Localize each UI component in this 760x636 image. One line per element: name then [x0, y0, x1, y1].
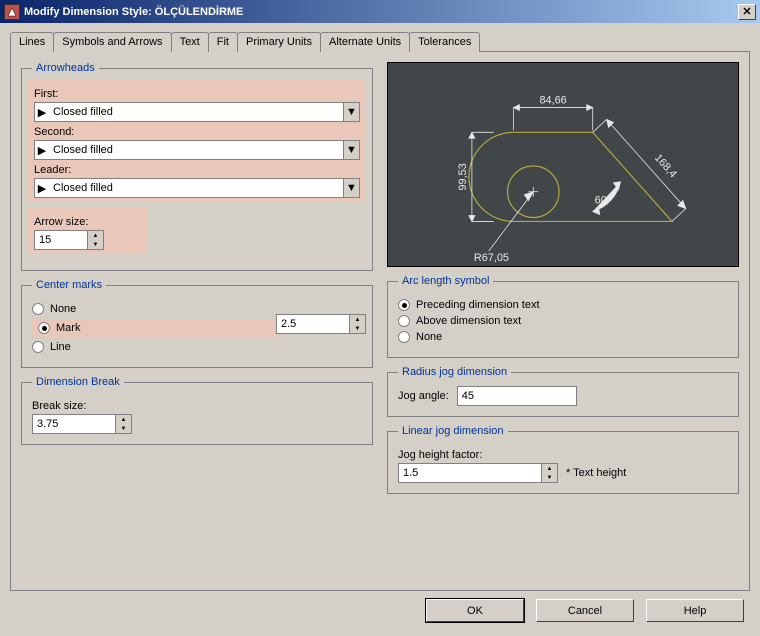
label-leader: Leader: — [34, 164, 360, 176]
label-first: First: — [34, 88, 360, 100]
group-linear-jog: Linear jog dimension Jog height factor: … — [387, 425, 739, 494]
spin-down-icon[interactable]: ▼ — [542, 473, 557, 482]
legend-center-marks: Center marks — [32, 279, 106, 291]
spin-up-icon[interactable]: ▲ — [350, 315, 365, 324]
combo-leader-arrowhead[interactable]: ▶ Closed filled ▼ — [34, 178, 360, 198]
radio-center-line[interactable]: Line — [32, 341, 280, 353]
spin-down-icon[interactable]: ▼ — [88, 240, 103, 249]
help-button[interactable]: Help — [646, 599, 744, 622]
chevron-down-icon: ▼ — [343, 179, 359, 197]
label-arrow-size: Arrow size: — [34, 216, 142, 228]
group-center-marks: Center marks None Mark — [21, 279, 373, 368]
legend-dimension-break: Dimension Break — [32, 376, 124, 388]
tab-panel: Arrowheads First: ▶ Closed filled ▼ Seco… — [10, 51, 750, 591]
title-bar: Modify Dimension Style: ÖLÇÜLENDİRME ✕ — [0, 0, 760, 23]
legend-radius-jog: Radius jog dimension — [398, 366, 511, 378]
legend-linear-jog: Linear jog dimension — [398, 425, 508, 437]
tab-primary-units[interactable]: Primary Units — [237, 32, 321, 52]
spinner-jog-height[interactable]: 1.5 ▲▼ — [398, 463, 558, 483]
break-size-value: 3.75 — [33, 415, 115, 433]
radio-label-none: None — [50, 303, 76, 315]
group-arc-length: Arc length symbol Preceding dimension te… — [387, 275, 739, 358]
svg-text:60°: 60° — [595, 195, 611, 207]
jog-height-value: 1.5 — [399, 464, 541, 482]
closed-filled-icon: ▶ — [35, 106, 49, 119]
tab-text[interactable]: Text — [171, 32, 209, 52]
spinner-break-size[interactable]: 3.75 ▲▼ — [32, 414, 132, 434]
radio-arc-none[interactable]: None — [398, 331, 728, 343]
chevron-down-icon: ▼ — [343, 103, 359, 121]
tab-strip: Lines Symbols and Arrows Text Fit Primar… — [10, 32, 750, 52]
spin-up-icon[interactable]: ▲ — [88, 231, 103, 240]
spin-up-icon[interactable]: ▲ — [542, 464, 557, 473]
radio-arc-preceding[interactable]: Preceding dimension text — [398, 299, 728, 311]
label-second: Second: — [34, 126, 360, 138]
label-text-height-suffix: * Text height — [566, 467, 626, 479]
tab-tolerances[interactable]: Tolerances — [409, 32, 480, 52]
svg-text:84,66: 84,66 — [539, 95, 566, 107]
combo-second-value: Closed filled — [49, 144, 343, 156]
group-radius-jog: Radius jog dimension Jog angle: 45 — [387, 366, 739, 417]
radio-label-above: Above dimension text — [416, 315, 521, 327]
close-button[interactable]: ✕ — [738, 4, 756, 20]
legend-arrowheads: Arrowheads — [32, 62, 99, 74]
arrow-size-value: 15 — [35, 231, 87, 249]
radio-label-arc-none: None — [416, 331, 442, 343]
radio-arc-above[interactable]: Above dimension text — [398, 315, 728, 327]
label-jog-angle: Jog angle: — [398, 390, 449, 402]
spinner-arrow-size[interactable]: 15 ▲▼ — [34, 230, 104, 250]
combo-first-arrowhead[interactable]: ▶ Closed filled ▼ — [34, 102, 360, 122]
radio-center-mark[interactable]: Mark — [32, 319, 280, 337]
label-break-size: Break size: — [32, 400, 362, 412]
closed-filled-icon: ▶ — [35, 182, 49, 195]
app-icon — [4, 4, 20, 20]
dimension-preview: 84,66 99,53 R67,05 — [387, 62, 739, 267]
spin-down-icon[interactable]: ▼ — [350, 324, 365, 333]
group-arrowheads: Arrowheads First: ▶ Closed filled ▼ Seco… — [21, 62, 373, 271]
group-dimension-break: Dimension Break Break size: 3.75 ▲▼ — [21, 376, 373, 445]
tab-lines[interactable]: Lines — [10, 32, 54, 52]
cancel-button[interactable]: Cancel — [536, 599, 634, 622]
svg-text:168,4: 168,4 — [652, 152, 679, 180]
spin-down-icon[interactable]: ▼ — [116, 424, 131, 433]
radio-center-none[interactable]: None — [32, 303, 280, 315]
combo-second-arrowhead[interactable]: ▶ Closed filled ▼ — [34, 140, 360, 160]
dialog-button-row: OK Cancel Help — [10, 599, 750, 622]
input-jog-angle[interactable]: 45 — [457, 386, 577, 406]
radio-label-mark: Mark — [56, 322, 80, 334]
center-mark-size-value: 2.5 — [277, 315, 349, 333]
radio-label-line: Line — [50, 341, 71, 353]
tab-symbols-arrows[interactable]: Symbols and Arrows — [53, 32, 171, 52]
closed-filled-icon: ▶ — [35, 144, 49, 157]
radio-label-preceding: Preceding dimension text — [416, 299, 540, 311]
chevron-down-icon: ▼ — [343, 141, 359, 159]
label-jog-height: Jog height factor: — [398, 449, 728, 461]
ok-button[interactable]: OK — [426, 599, 524, 622]
svg-text:R67,05: R67,05 — [474, 252, 509, 264]
svg-text:99,53: 99,53 — [457, 163, 469, 190]
jog-angle-value: 45 — [462, 390, 474, 402]
spinner-center-mark-size[interactable]: 2.5 ▲▼ — [276, 314, 366, 334]
tab-fit[interactable]: Fit — [208, 32, 238, 52]
tab-alternate-units[interactable]: Alternate Units — [320, 32, 410, 52]
combo-leader-value: Closed filled — [49, 182, 343, 194]
legend-arc-length: Arc length symbol — [398, 275, 493, 287]
spin-up-icon[interactable]: ▲ — [116, 415, 131, 424]
window-title: Modify Dimension Style: ÖLÇÜLENDİRME — [24, 6, 738, 18]
combo-first-value: Closed filled — [49, 106, 343, 118]
